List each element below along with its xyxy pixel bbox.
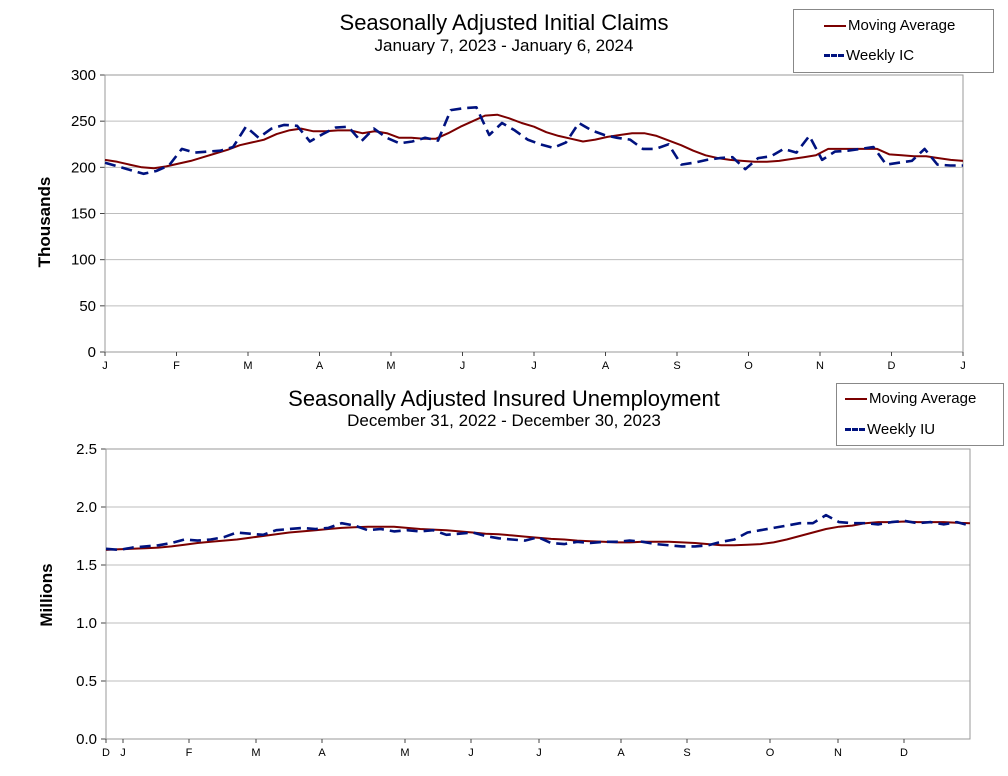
x-tick-label: D <box>900 747 908 759</box>
legend-label: Moving Average <box>848 17 956 34</box>
chart-subtitle: December 31, 2022 - December 30, 2023 <box>347 411 661 430</box>
y-tick-label: 1.5 <box>76 557 97 574</box>
x-tick-label: N <box>816 360 824 372</box>
legend-label: Weekly IC <box>846 47 915 64</box>
plot-area: 0 50 100 150 200 250 300 J F M A M J J A S O N D J <box>71 67 966 372</box>
x-tick-label: M <box>243 360 252 372</box>
x-tick-label: N <box>834 747 842 759</box>
y-tick-label: 0.0 <box>76 731 97 748</box>
x-tick-label: O <box>766 747 775 759</box>
x-tick-label: M <box>400 747 409 759</box>
series-line-moving-average <box>104 113 964 170</box>
initial-claims-chart: Seasonally Adjusted Initial Claims Janua… <box>0 0 1008 380</box>
x-tick-label: J <box>536 747 542 759</box>
x-tick-label: J <box>960 360 966 372</box>
plot-frame <box>105 448 971 740</box>
x-tick-label: M <box>386 360 395 372</box>
x-tick-label: O <box>744 360 753 372</box>
legend-item-weekly: Weekly IC <box>824 47 914 64</box>
y-tick-label: 250 <box>71 113 96 130</box>
plot-area: 0.00.51.01.52.02.5D J F M A M J J A S O N D <box>76 441 971 759</box>
y-tick-label: 200 <box>71 159 96 176</box>
legend-label: Moving Average <box>869 390 977 407</box>
y-tick-label: 150 <box>71 206 96 223</box>
x-tick-label: S <box>683 747 690 759</box>
x-tick-label: J <box>468 747 474 759</box>
chart-legend: Moving Average Weekly IU <box>836 383 1004 446</box>
y-tick-label: 100 <box>71 252 96 269</box>
y-tick-label: 0.5 <box>76 673 97 690</box>
chart-legend: Moving Average Weekly IC <box>793 9 994 73</box>
chart-subtitle: January 7, 2023 - January 6, 2024 <box>374 36 634 55</box>
y-tick-label: 300 <box>71 67 96 84</box>
x-tick-label: F <box>173 360 180 372</box>
legend-item-weekly: Weekly IU <box>845 421 935 438</box>
moving-average-swatch <box>845 397 867 400</box>
legend-item-moving-average: Moving Average <box>845 390 976 407</box>
y-tick-label: 0 <box>88 344 96 361</box>
y-tick-label: 2.0 <box>76 499 97 516</box>
legend-label: Weekly IU <box>867 421 936 438</box>
x-tick-label: M <box>251 747 260 759</box>
x-tick-label: F <box>186 747 193 759</box>
chart-title: Seasonally Adjusted Insured Unemployment <box>288 386 720 411</box>
weekly-swatch <box>824 54 844 57</box>
x-tick-label: A <box>602 360 610 372</box>
legend-item-moving-average: Moving Average <box>824 17 955 34</box>
chart-title: Seasonally Adjusted Initial Claims <box>339 10 669 35</box>
moving-average-swatch <box>824 24 846 27</box>
y-tick-label: 2.5 <box>76 441 97 458</box>
y-tick-label: 50 <box>79 298 96 315</box>
series-line-moving-average <box>105 520 971 551</box>
insured-unemployment-chart: Seasonally Adjusted Insured Unemployment… <box>0 380 1008 776</box>
x-tick-label: D <box>888 360 896 372</box>
x-tick-label: S <box>673 360 680 372</box>
y-tick-label: 1.0 <box>76 615 97 632</box>
x-tick-label: J <box>531 360 537 372</box>
x-tick-label: J <box>120 747 126 759</box>
x-tick-label: A <box>318 747 326 759</box>
x-tick-label: A <box>316 360 324 372</box>
weekly-swatch <box>845 428 865 431</box>
x-tick-label: J <box>460 360 466 372</box>
x-tick-label: J <box>102 360 108 372</box>
series-line-weekly <box>105 513 971 552</box>
x-tick-label: A <box>617 747 625 759</box>
x-tick-label: D <box>102 747 110 759</box>
series-line-weekly <box>104 106 963 176</box>
